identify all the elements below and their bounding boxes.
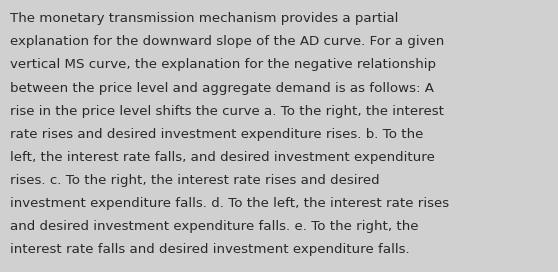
- Text: explanation for the downward slope of the AD curve. For a given: explanation for the downward slope of th…: [10, 35, 444, 48]
- Text: left, the interest rate falls, and desired investment expenditure: left, the interest rate falls, and desir…: [10, 151, 435, 164]
- Text: The monetary transmission mechanism provides a partial: The monetary transmission mechanism prov…: [10, 12, 398, 25]
- Text: rises. c. To the right, the interest rate rises and desired: rises. c. To the right, the interest rat…: [10, 174, 379, 187]
- Text: investment expenditure falls. d. To the left, the interest rate rises: investment expenditure falls. d. To the …: [10, 197, 449, 210]
- Text: between the price level and aggregate demand is as follows: A: between the price level and aggregate de…: [10, 82, 434, 95]
- Text: and desired investment expenditure falls. e. To the right, the: and desired investment expenditure falls…: [10, 220, 418, 233]
- Text: rate rises and desired investment expenditure rises. b. To the: rate rises and desired investment expend…: [10, 128, 424, 141]
- Text: vertical MS curve, the explanation for the negative relationship: vertical MS curve, the explanation for t…: [10, 58, 436, 72]
- Text: rise in the price level shifts the curve a. To the right, the interest: rise in the price level shifts the curve…: [10, 105, 444, 118]
- Text: interest rate falls and desired investment expenditure falls.: interest rate falls and desired investme…: [10, 243, 410, 256]
